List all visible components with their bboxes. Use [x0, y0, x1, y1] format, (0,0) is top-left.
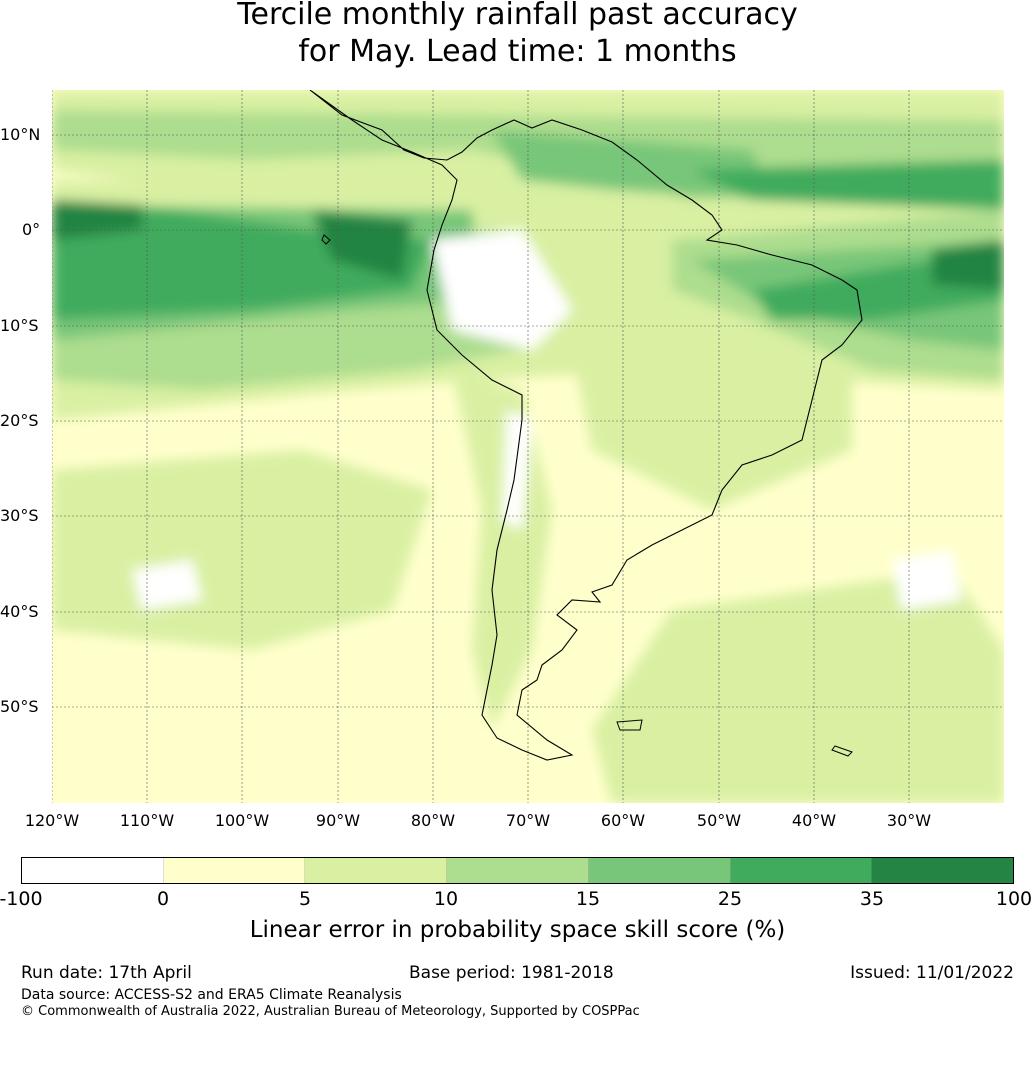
map-title-line1: Tercile monthly rainfall past accuracy — [237, 0, 798, 32]
issued-date: Issued: 11/01/2022 — [850, 963, 1014, 983]
colorbar-label: Linear error in probability space skill … — [249, 917, 786, 943]
colorbar-tick: 25 — [717, 888, 743, 910]
copyright: © Commonwealth of Australia 2022, Austra… — [21, 1004, 640, 1019]
region-25-35-north-atlantic — [692, 160, 1004, 210]
region-5-10-south-east — [592, 570, 1004, 803]
colorbar-segment — [872, 858, 1014, 883]
region-35-100-pacific — [52, 200, 142, 240]
lon-label-110w: 110°W — [119, 811, 175, 830]
colorbar-tick: -100 — [0, 888, 43, 910]
colorbar-segment — [588, 858, 731, 883]
colorbar-tick: 0 — [156, 888, 170, 910]
region-35-100-east-pacific — [312, 210, 412, 280]
lon-label-40w: 40°W — [791, 811, 837, 830]
colorbar-segment — [305, 858, 448, 883]
lat-label-20s: 20°S — [0, 411, 39, 430]
lat-label-30s: 30°S — [0, 506, 39, 525]
map-title-line2: for May. Lead time: 1 months — [298, 34, 737, 69]
colorbar-tick: 35 — [859, 888, 885, 910]
lon-label-70w: 70°W — [505, 811, 551, 830]
region-35-100-atlantic — [932, 240, 1004, 290]
lon-label-60w: 60°W — [600, 811, 646, 830]
colorbar-tick: 10 — [433, 888, 459, 910]
falkland-islands — [616, 719, 643, 731]
south-georgia — [831, 745, 853, 757]
lon-label-50w: 50°W — [696, 811, 742, 830]
colorbar-tick: 5 — [298, 888, 312, 910]
region-below-zero-south-atlantic — [892, 550, 962, 610]
graticule — [52, 90, 1004, 803]
lon-label-30w: 30°W — [886, 811, 932, 830]
lat-label-0: 0° — [22, 220, 41, 239]
lon-label-90w: 90°W — [315, 811, 361, 830]
base-period: Base period: 1981-2018 — [409, 963, 614, 983]
south-america-coastline — [309, 90, 863, 761]
galapagos — [321, 234, 331, 245]
lon-label-100w: 100°W — [214, 811, 270, 830]
lon-label-80w: 80°W — [410, 811, 456, 830]
lat-label-50s: 50°S — [0, 697, 39, 716]
colorbar-segment — [730, 858, 873, 883]
region-below-zero-south-pacific — [132, 560, 202, 610]
skill-score-map — [52, 90, 1004, 803]
colorbar — [21, 857, 1014, 884]
lat-label-10n: 10°N — [0, 125, 41, 144]
region-15-25-caribbean — [492, 130, 772, 200]
colorbar-tick: 100 — [995, 888, 1033, 910]
lat-label-40s: 40°S — [0, 602, 39, 621]
colorbar-tick: 15 — [575, 888, 601, 910]
colorbar-segment — [447, 858, 589, 883]
colorbar-segment — [22, 858, 164, 883]
lat-label-10s: 10°S — [0, 316, 39, 335]
region-below-zero-amazon — [432, 230, 572, 350]
region-5-10-brazil — [572, 330, 852, 510]
data-source: Data source: ACCESS-S2 and ERA5 Climate … — [21, 987, 402, 1003]
lon-label-120w: 120°W — [24, 811, 80, 830]
colorbar-segment — [163, 858, 306, 883]
run-date: Run date: 17th April — [21, 963, 192, 983]
